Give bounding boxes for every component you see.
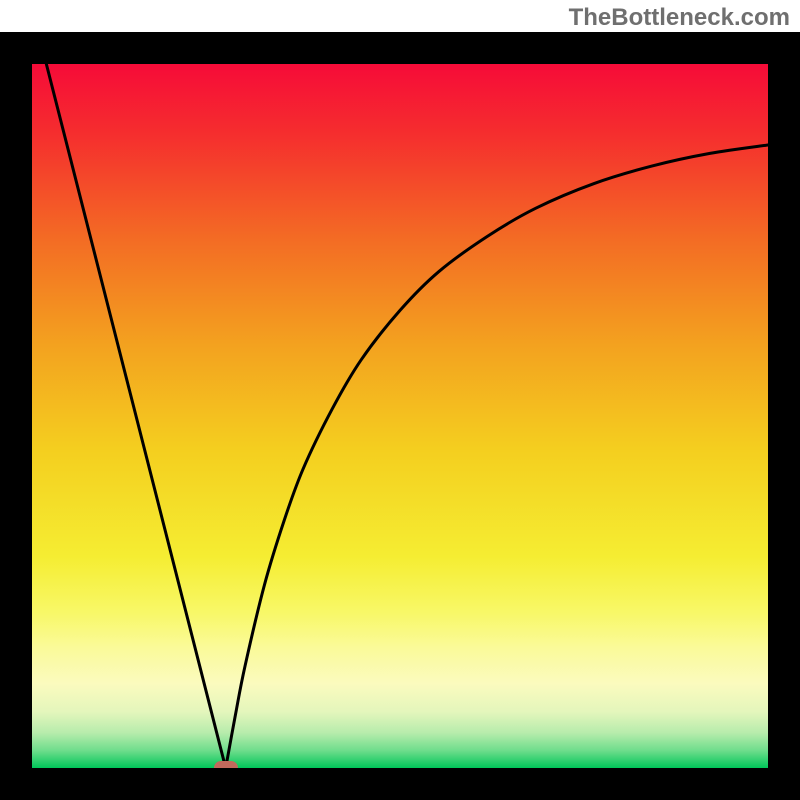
curve-svg xyxy=(32,64,768,768)
plot-area xyxy=(32,64,768,768)
watermark-text: TheBottleneck.com xyxy=(569,4,790,32)
curve-right-branch xyxy=(226,145,768,768)
minimum-marker xyxy=(214,761,238,768)
curve-left-branch xyxy=(32,64,226,768)
chart-container: TheBottleneck.com xyxy=(0,0,800,800)
